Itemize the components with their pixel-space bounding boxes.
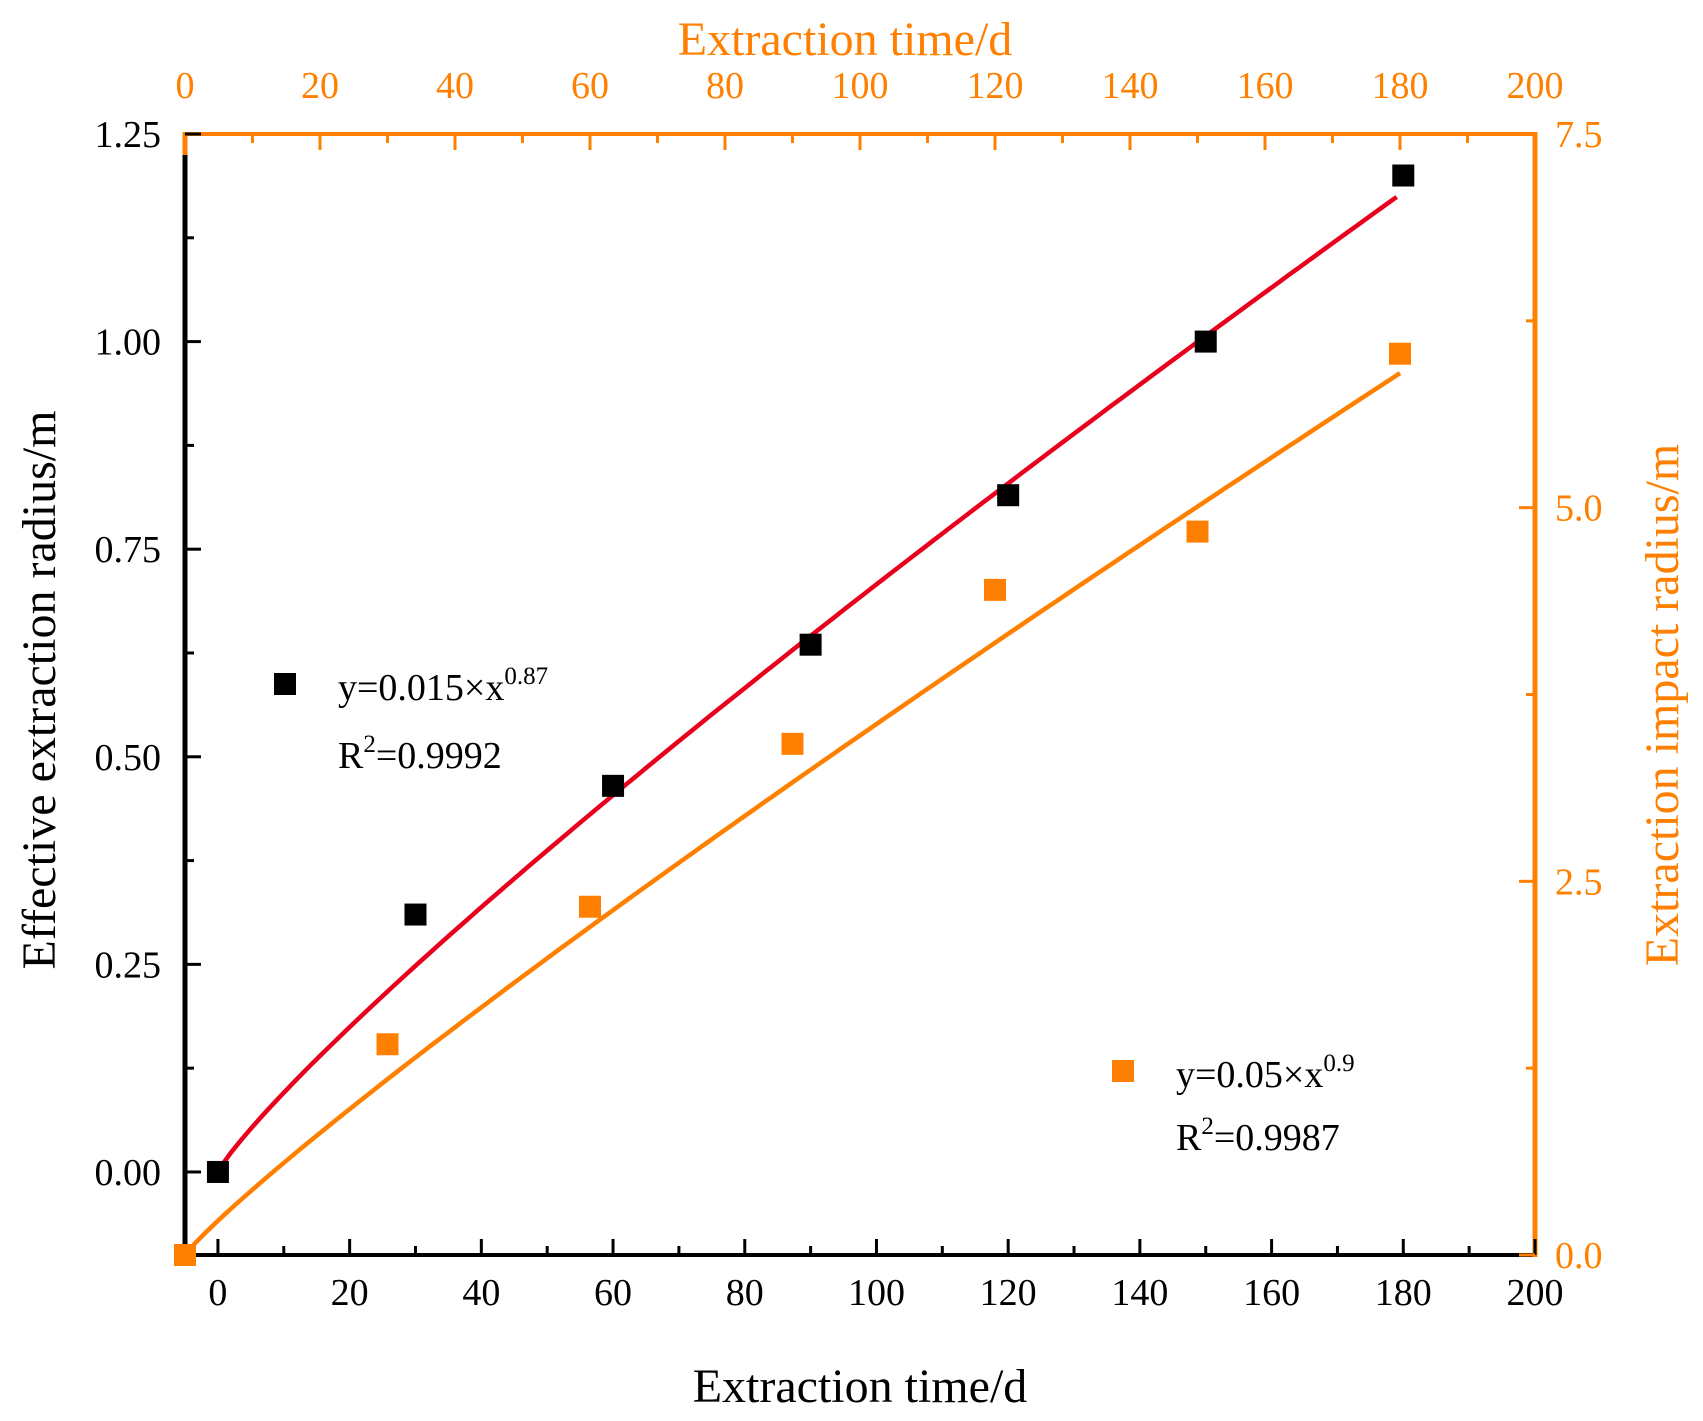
y-left-axis-title: Effective extraction radius/m [13, 411, 66, 970]
x-tick-label-180: 180 [1375, 1272, 1432, 1314]
point-effective-120 [997, 484, 1020, 507]
x-top-tick-label-180: 180 [1372, 65, 1429, 107]
y-right-tick-label-7.5: 7.5 [1555, 114, 1603, 156]
y-left-tick-label-0.75: 0.75 [95, 529, 162, 571]
x-tick-label-80: 80 [726, 1272, 764, 1314]
point-effective-60 [602, 774, 625, 797]
point-effective-0 [206, 1160, 229, 1183]
x-top-tick-label-140: 140 [1102, 65, 1159, 107]
point-impact-180 [1389, 342, 1411, 365]
right-ticks-group: 0.0 2.5 5.0 7.5 [1519, 114, 1603, 1277]
fit-curves-group [183, 195, 1402, 1257]
y-left-tick-label-1.25: 1.25 [95, 114, 162, 156]
equation-impact-base: y=0.05×x [1176, 1054, 1323, 1096]
r2-impact: R2=0.9987 [1176, 1113, 1340, 1159]
x-top-tick-label-60: 60 [571, 65, 609, 107]
x-tick-label-120: 120 [980, 1272, 1037, 1314]
x-tick-label-140: 140 [1111, 1272, 1168, 1314]
point-effective-90 [799, 633, 822, 656]
bottom-ticks-group: 0 20 40 60 80 100 120 140 160 180 200 [208, 1239, 1564, 1314]
r2-impact-prefix: R [1176, 1117, 1202, 1159]
x-top-tick-label-120: 120 [967, 65, 1024, 107]
r2-impact-value: =0.9987 [1214, 1117, 1340, 1159]
r2-effective-sup: 2 [363, 731, 376, 758]
point-impact-30 [376, 1033, 399, 1056]
point-impact-150 [1186, 520, 1209, 543]
data-points-group [174, 164, 1415, 1266]
x-tick-label-60: 60 [594, 1272, 632, 1314]
x-top-tick-label-160: 160 [1237, 65, 1294, 107]
top-ticks-group: 0 20 40 60 80 100 120 140 160 180 200 [176, 65, 1564, 150]
x-top-tick-label-100: 100 [832, 65, 889, 107]
x-top-tick-label-0: 0 [176, 65, 195, 107]
x-tick-label-40: 40 [462, 1272, 500, 1314]
y-left-tick-label-0.25: 0.25 [95, 944, 162, 986]
y-right-tick-label-5.0: 5.0 [1555, 488, 1603, 530]
equation-effective: y=0.015×x0.87 [338, 663, 548, 709]
point-impact-90 [781, 732, 804, 755]
x-tick-label-0: 0 [208, 1272, 227, 1314]
point-impact-120 [984, 578, 1006, 601]
equation-effective-exponent: 0.87 [504, 663, 548, 690]
point-effective-180 [1392, 164, 1415, 187]
legend-marker-effective [274, 673, 296, 695]
x-top-tick-label-80: 80 [706, 65, 744, 107]
r2-effective: R2=0.9992 [338, 731, 502, 777]
x-tick-label-200: 200 [1507, 1272, 1564, 1314]
r2-effective-prefix: R [338, 735, 364, 777]
r2-impact-sup: 2 [1201, 1113, 1214, 1140]
equation-effective-base: y=0.015×x [338, 667, 504, 709]
point-impact-0 [174, 1244, 196, 1266]
x-tick-label-100: 100 [848, 1272, 905, 1314]
y-left-tick-label-0.00: 0.00 [95, 1152, 162, 1194]
fit-curve-impact [183, 371, 1402, 1257]
y-left-tick-label-0.50: 0.50 [95, 737, 162, 779]
left-ticks-group: 0.00 0.25 0.50 0.75 1.00 1.25 [95, 114, 201, 1194]
x-top-tick-label-40: 40 [436, 65, 474, 107]
point-impact-60 [579, 895, 601, 918]
x-top-tick-label-200: 200 [1507, 65, 1564, 107]
x-top-tick-label-20: 20 [301, 65, 339, 107]
x-axis-title: Extraction time/d [693, 1360, 1028, 1413]
equation-impact-exponent: 0.9 [1323, 1050, 1354, 1077]
x-tick-label-20: 20 [331, 1272, 369, 1314]
equation-impact: y=0.05×x0.9 [1176, 1050, 1355, 1096]
x-tick-label-160: 160 [1243, 1272, 1300, 1314]
point-effective-150 [1194, 330, 1217, 353]
y-right-tick-label-0.0: 0.0 [1555, 1235, 1603, 1277]
r2-effective-value: =0.9992 [376, 735, 502, 777]
point-effective-30 [404, 903, 427, 926]
x-top-axis-title: Extraction time/d [678, 13, 1013, 66]
y-right-tick-label-2.5: 2.5 [1555, 861, 1603, 903]
legend-marker-impact [1112, 1060, 1134, 1082]
y-right-axis-title: Extraction impact radius/m [1636, 444, 1689, 967]
y-left-tick-label-1.00: 1.00 [95, 322, 162, 364]
